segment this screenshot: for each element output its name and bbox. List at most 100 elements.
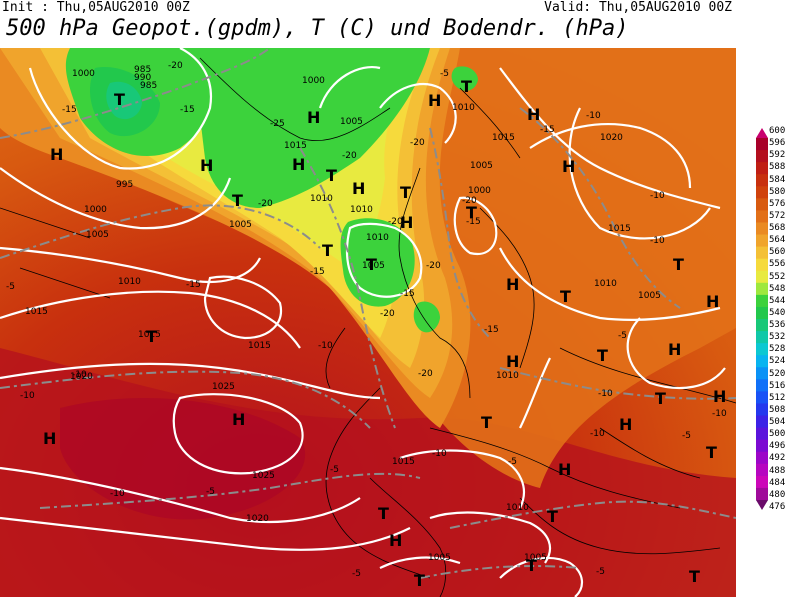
isobar-value: 1005 [428, 553, 451, 563]
isotherm-value: -10 [712, 409, 727, 419]
scale-label: 516 [769, 380, 786, 391]
isobar-value: 1010 [350, 205, 373, 215]
scale-label: 476 [769, 502, 786, 512]
isotherm-value: -5 [596, 567, 605, 577]
low-label: T [322, 241, 333, 260]
cold-pool-east [451, 66, 478, 91]
scale-swatch [756, 198, 768, 211]
isotherm-value: -15 [180, 105, 195, 115]
isobar-value: 1005 [229, 220, 252, 230]
scale-swatch [756, 270, 768, 284]
weather-map: H H H H H H H H H H H H H H H H H H H T … [0, 48, 736, 597]
scale-label: 532 [769, 332, 786, 343]
scale-swatch [756, 367, 768, 380]
isotherm-value: -10 [590, 429, 605, 439]
map-header: Init : Thu,05AUG2010 00Z Valid: Thu,05AU… [0, 0, 790, 48]
scale-swatch [756, 463, 768, 477]
scale-label: 600 [769, 126, 786, 136]
low-label: T [461, 77, 472, 96]
isobar-value: 1015 [492, 133, 515, 143]
isotherm-value: -15 [310, 267, 325, 277]
cold-pool-scandinavia [340, 218, 415, 307]
high-label: H [389, 531, 402, 550]
isobar-value: 1010 [496, 371, 519, 381]
isobar-value: 1005 [86, 230, 109, 240]
high-label: H [352, 179, 365, 198]
isotherm-value: -15 [484, 325, 499, 335]
cold-pool-center [106, 81, 142, 120]
isotherm-value: -15 [62, 105, 77, 115]
isotherm-value: -15 [540, 125, 555, 135]
cold-pool-north [197, 48, 430, 208]
isobar-value: 1005 [362, 261, 385, 271]
scale-swatch [756, 234, 768, 248]
isotherm-value: -20 [410, 138, 425, 148]
scale-swatch [756, 415, 768, 429]
scale-swatch [756, 379, 768, 392]
scale-label: 496 [769, 441, 786, 452]
scale-label: 528 [769, 344, 786, 355]
scale-label: 480 [769, 489, 786, 500]
low-label: T [655, 389, 666, 408]
isotherm-value: -20 [342, 151, 357, 161]
isobar-value: 1015 [25, 307, 48, 317]
scale-label: 520 [769, 368, 786, 379]
isobar-value: 1010 [506, 503, 529, 513]
scale-label: 492 [769, 453, 786, 464]
scale-label: 540 [769, 307, 786, 318]
low-label: T [378, 504, 389, 523]
low-label: T [232, 191, 243, 210]
scale-swatch [756, 319, 768, 332]
coastlines [0, 57, 736, 597]
scale-swatch [756, 427, 768, 441]
isobar-value: 1010 [310, 194, 333, 204]
isobar-value: 1020 [600, 133, 623, 143]
isobar-value: 1005 [524, 553, 547, 563]
scale-swatch [756, 186, 768, 199]
isotherm-value: -5 [6, 282, 15, 292]
isotherm-value: -20 [168, 61, 183, 71]
high-label: H [558, 460, 571, 479]
scale-swatch [756, 355, 768, 368]
scale-label: 576 [769, 198, 786, 209]
scale-label: 596 [769, 138, 786, 149]
scale-label: 560 [769, 247, 786, 258]
isotherm-value: -10 [598, 389, 613, 399]
low-pressure-labels: T T T T T T T T T T T T T T T T T T T T [114, 77, 717, 590]
scale-label: 548 [769, 283, 786, 294]
low-label: T [547, 507, 558, 526]
high-label: H [428, 91, 441, 110]
isotherm-value: -5 [618, 331, 627, 341]
map-canvas: H H H H H H H H H H H H H H H H H H H T … [0, 48, 736, 597]
scale-label: 512 [769, 392, 786, 403]
low-label: T [560, 287, 571, 306]
isotherm-value: -5 [682, 431, 691, 441]
scale-top-arrow [756, 128, 768, 138]
scale-swatch [756, 162, 768, 175]
isobar-value: 1005 [638, 291, 661, 301]
high-label: H [562, 157, 575, 176]
isobar-value: 1015 [392, 457, 415, 467]
isobar-value: 990 [134, 73, 151, 83]
scale-swatch [756, 210, 768, 223]
init-time: Init : Thu,05AUG2010 00Z [2, 0, 190, 15]
scale-label: 484 [769, 477, 786, 488]
high-label: H [200, 156, 213, 175]
scale-swatch [756, 258, 768, 272]
high-label: H [713, 387, 726, 406]
scale-swatch [756, 403, 768, 417]
isobar-value: 1000 [302, 76, 325, 86]
isotherm-value: -10 [650, 236, 665, 246]
high-label: H [506, 352, 519, 371]
cold-pool-small [413, 301, 440, 333]
scale-swatch [756, 294, 768, 308]
low-label: T [526, 556, 537, 575]
scale-swatch [756, 391, 768, 404]
high-pressure-labels: H H H H H H H H H H H H H H H H H H H [43, 91, 726, 550]
scale-label: 564 [769, 235, 786, 246]
valid-time: Valid: Thu,05AUG2010 00Z [544, 0, 732, 15]
isotherm-value: -20 [258, 199, 273, 209]
scale-swatch [756, 138, 768, 151]
isotherm-value: -20 [388, 217, 403, 227]
isotherm-values: -20 -15 -15 -25 -20 -20 -15 -20 -20 -15 … [6, 61, 727, 579]
